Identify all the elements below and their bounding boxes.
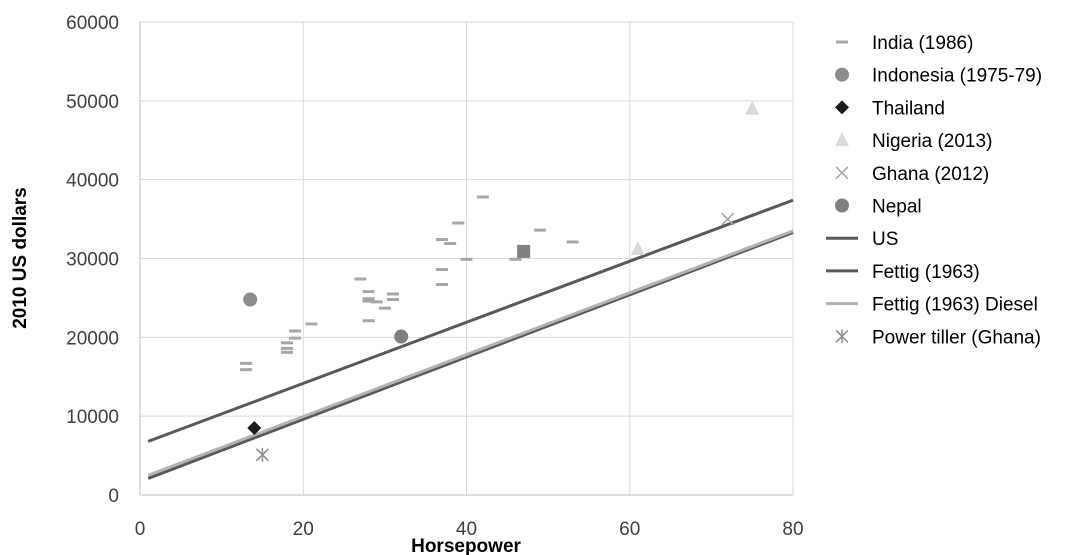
y-tick-label: 20000 (66, 328, 119, 349)
legend-marker (835, 67, 849, 82)
legend-label: Nigeria (2013) (872, 131, 992, 152)
legend-label: India (1986) (872, 33, 973, 54)
y-tick-label: 10000 (66, 407, 119, 428)
x-tick-label: 80 (782, 519, 803, 540)
y-tick-label: 0 (108, 486, 119, 507)
y-tick-label: 60000 (66, 13, 119, 34)
legend-item-indonesia-1975-79: Indonesia (1975-79) (835, 66, 1042, 87)
ghana-2012-point (721, 212, 735, 226)
legend-label: Power tiller (Ghana) (872, 327, 1041, 348)
legend-item-fettig-1963: Fettig (1963) (826, 262, 980, 283)
legend-marker (835, 329, 849, 344)
fettig-1963-line (147, 231, 794, 480)
legend-item-ghana-2012: Ghana (2012) (835, 164, 989, 185)
y-axis-title: 2010 US dollars (10, 187, 31, 329)
us-line (147, 198, 794, 443)
legend-item-nepal: Nepal (835, 197, 922, 218)
x-tick-label: 40 (456, 519, 477, 540)
legend-label: Fettig (1963) (872, 262, 980, 283)
legend-label: Ghana (2012) (872, 164, 989, 185)
indonesia-1975-79-point (243, 292, 258, 307)
y-tick-labels: 0 10000 20000 30000 40000 50000 60000 (66, 13, 119, 507)
legend-label: Indonesia (1975-79) (872, 66, 1042, 87)
data-points (240, 100, 760, 462)
legend-item-fettig-1963-diesel: Fettig (1963) Diesel (826, 295, 1038, 316)
legend-marker (835, 166, 849, 180)
y-tick-label: 30000 (66, 250, 119, 271)
x-axis-title: Horsepower (411, 536, 521, 555)
legend: India (1986) Indonesia (1975-79) Thailand N… (826, 33, 1042, 348)
legend-item-india-1986: India (1986) (836, 33, 973, 54)
axes (139, 22, 793, 496)
power-tiller-ghana-point (255, 447, 269, 462)
legend-item-thailand: Thailand (835, 98, 945, 119)
x-tick-label: 60 (619, 519, 640, 540)
series-lines (147, 198, 794, 480)
fettig-1963-diesel-line (147, 229, 794, 477)
x-tick-label: 20 (293, 519, 314, 540)
x-tick-labels: 0 20 40 60 80 (135, 519, 804, 540)
gridlines (140, 21, 794, 495)
legend-label: US (872, 229, 898, 250)
y-tick-label: 50000 (66, 92, 119, 113)
nigeria-2013-point (745, 100, 760, 115)
legend-label: Nepal (872, 197, 922, 218)
x-tick-label: 0 (135, 519, 146, 540)
legend-marker (835, 100, 849, 115)
legend-item-us: US (826, 229, 898, 250)
nepal-point (394, 329, 409, 344)
legend-marker (835, 132, 849, 147)
legend-item-nigeria-2013: Nigeria (2013) (835, 131, 992, 152)
unlabeled-point (517, 244, 531, 258)
legend-marker (835, 198, 849, 213)
nigeria-2013-point (630, 241, 645, 256)
legend-label: Fettig (1963) Diesel (872, 295, 1038, 316)
thailand-point (247, 420, 262, 435)
legend-item-power-tiller-ghana: Power tiller (Ghana) (835, 327, 1041, 348)
y-tick-label: 40000 (66, 171, 119, 192)
legend-label: Thailand (872, 98, 945, 119)
